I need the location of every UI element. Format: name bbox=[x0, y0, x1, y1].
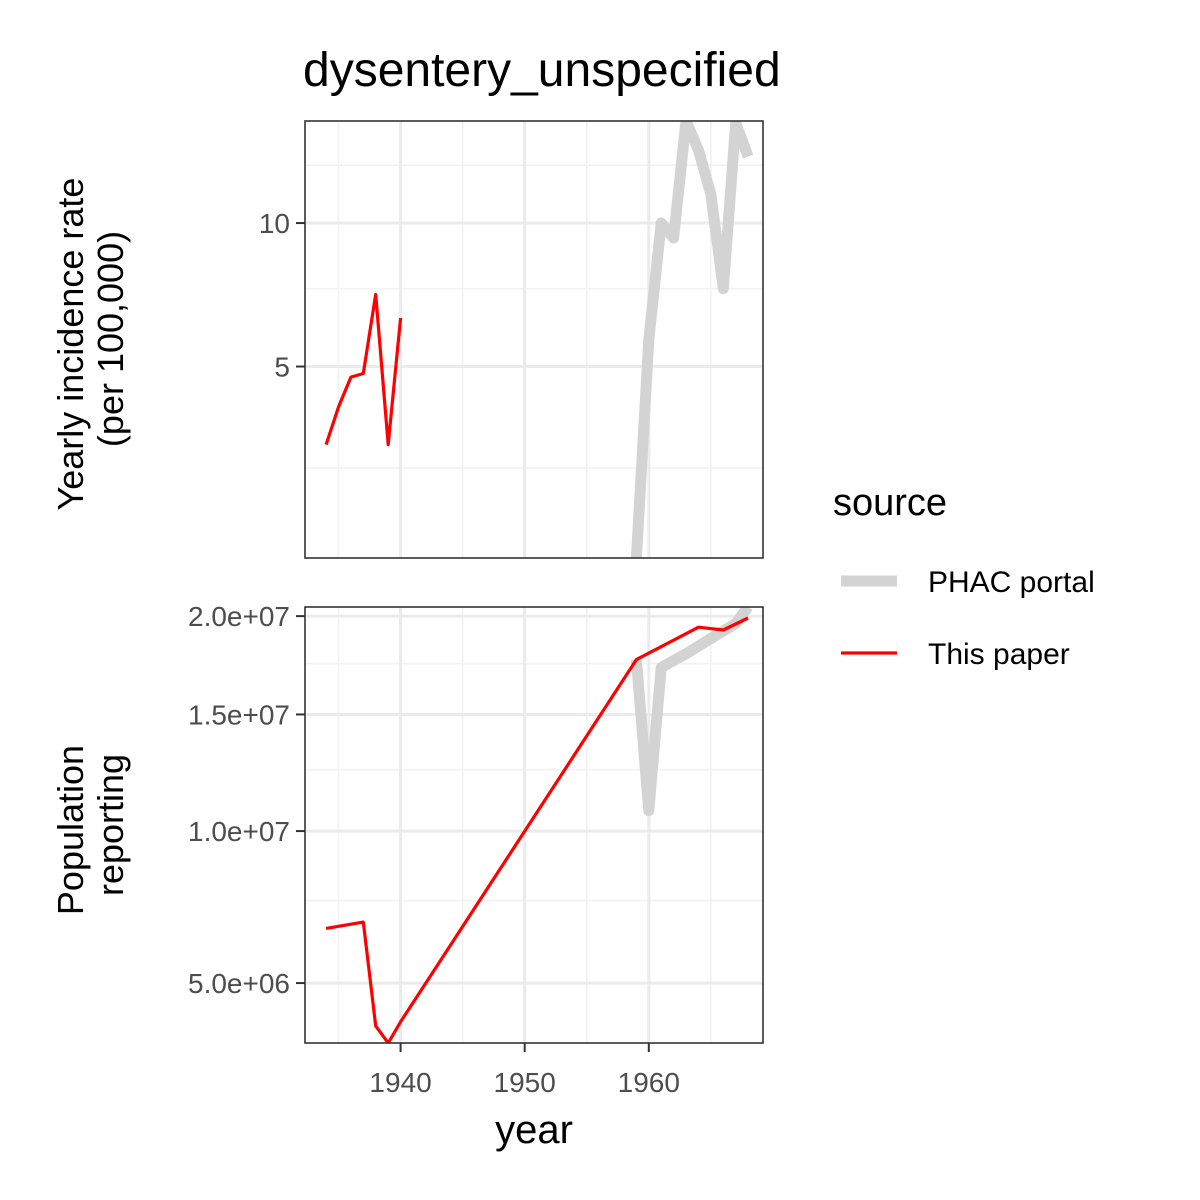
population-grid bbox=[305, 607, 763, 1043]
legend: source PHAC portal This paper bbox=[833, 482, 1095, 671]
chart-title: dysentery_unspecified bbox=[303, 44, 781, 97]
population-panel: 5.0e+06 1.0e+07 1.5e+07 2.0e+07 bbox=[188, 601, 764, 1044]
incidence-y-axis-title-line-2: (per 100,000) bbox=[90, 231, 131, 447]
panel-background bbox=[305, 121, 763, 558]
y-tick-label: 5.0e+06 bbox=[188, 968, 290, 999]
population-y-axis-title: Population reporting bbox=[50, 735, 131, 915]
population-y-axis-title-line-1: Population bbox=[50, 745, 91, 915]
y-tick-label: 1.5e+07 bbox=[188, 699, 290, 730]
x-tick-label: 1940 bbox=[369, 1067, 431, 1098]
population-y-axis-title-line-2: reporting bbox=[90, 754, 131, 896]
x-tick-label: 1950 bbox=[494, 1067, 556, 1098]
x-axis: 1940 1950 1960 bbox=[369, 1043, 680, 1098]
legend-label: PHAC portal bbox=[928, 566, 1095, 599]
incidence-y-axis-title: Yearly incidence rate (per 100,000) bbox=[50, 168, 131, 511]
x-axis-title: year bbox=[495, 1108, 573, 1152]
population-y-axis: 5.0e+06 1.0e+07 1.5e+07 2.0e+07 bbox=[188, 601, 305, 999]
series-line-this-paper bbox=[324, 292, 403, 447]
incidence-panel-border bbox=[304, 120, 764, 559]
x-tick-label: 1960 bbox=[618, 1067, 680, 1098]
y-tick-label: 10 bbox=[259, 208, 290, 239]
population-panel-border bbox=[304, 606, 764, 1044]
incidence-grid bbox=[305, 121, 763, 558]
incidence-y-axis: 5 10 bbox=[259, 208, 305, 383]
legend-entries: PHAC portal This paper bbox=[841, 566, 1095, 671]
series-line-this-paper bbox=[325, 616, 749, 1043]
legend-title: source bbox=[833, 482, 947, 524]
series-line-phac-portal bbox=[630, 121, 754, 558]
panel-background bbox=[305, 607, 763, 1043]
legend-label: This paper bbox=[928, 638, 1070, 671]
population-series bbox=[325, 607, 753, 1043]
y-tick-label: 5 bbox=[274, 352, 290, 383]
incidence-y-axis-title-line-1: Yearly incidence rate bbox=[50, 178, 91, 511]
incidence-panel: 5 10 bbox=[259, 120, 764, 559]
incidence-series bbox=[324, 121, 754, 558]
y-tick-label: 2.0e+07 bbox=[188, 601, 290, 632]
y-tick-label: 1.0e+07 bbox=[188, 816, 290, 847]
